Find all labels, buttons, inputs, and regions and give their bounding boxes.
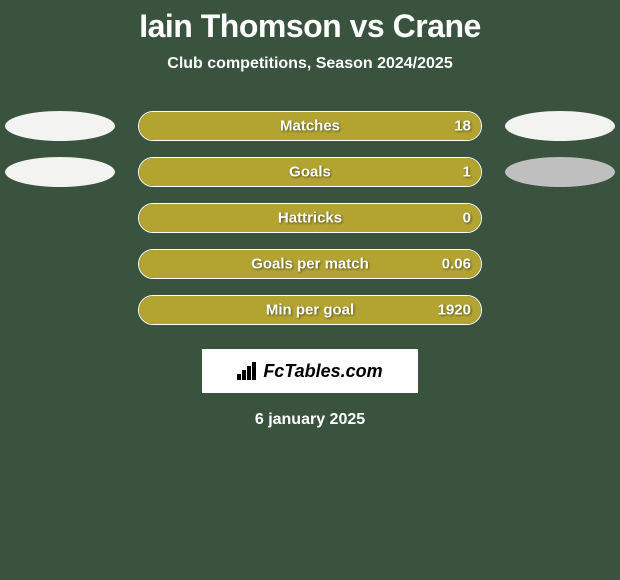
page-subtitle: Club competitions, Season 2024/2025 (0, 55, 620, 73)
page-title: Iain Thomson vs Crane (0, 0, 620, 45)
stat-value: 0 (463, 210, 471, 227)
stat-row: Goals per match 0.06 (0, 249, 620, 279)
stat-label: Min per goal (266, 302, 354, 319)
stat-row: Min per goal 1920 (0, 295, 620, 325)
stat-row: Goals 1 (0, 157, 620, 187)
stat-label: Hattricks (278, 210, 342, 227)
stat-bar: Hattricks 0 (138, 203, 482, 233)
stat-value: 1920 (438, 302, 471, 319)
logo-text: FcTables.com (263, 361, 382, 382)
stat-row: Hattricks 0 (0, 203, 620, 233)
stat-bar: Goals 1 (138, 157, 482, 187)
date-text: 6 january 2025 (0, 411, 620, 429)
stat-value: 1 (463, 164, 471, 181)
fctables-logo: FcTables.com (202, 349, 418, 393)
stat-bar: Matches 18 (138, 111, 482, 141)
stat-label: Matches (280, 118, 340, 135)
stat-label: Goals (289, 164, 331, 181)
stat-bar: Min per goal 1920 (138, 295, 482, 325)
stat-value: 18 (454, 118, 471, 135)
side-ellipse (5, 157, 115, 187)
stats-chart: Matches 18 Goals 1 Hattricks 0 Goals per match… (0, 111, 620, 325)
side-ellipse (505, 111, 615, 141)
side-ellipse (505, 157, 615, 187)
stat-row: Matches 18 (0, 111, 620, 141)
stat-bar: Goals per match 0.06 (138, 249, 482, 279)
side-ellipse (5, 111, 115, 141)
stat-label: Goals per match (251, 256, 369, 273)
chart-icon (237, 362, 257, 380)
stat-value: 0.06 (442, 256, 471, 273)
